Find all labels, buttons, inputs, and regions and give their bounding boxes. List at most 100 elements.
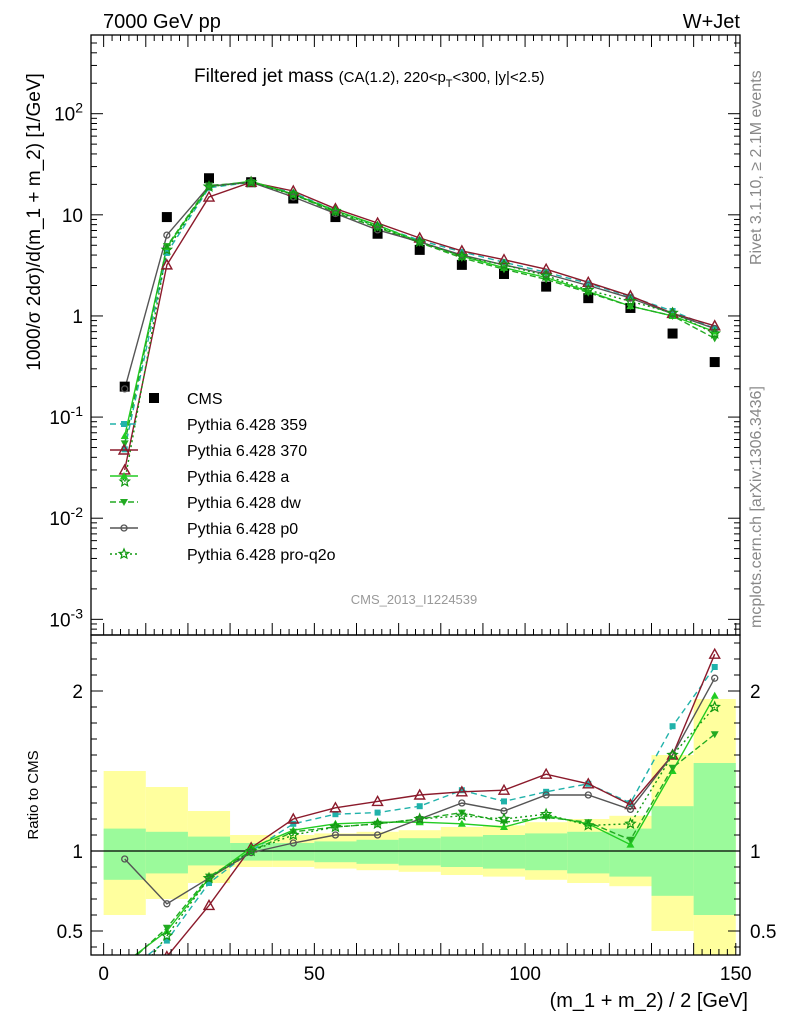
legend-label: CMS <box>187 391 223 408</box>
data-point <box>161 212 172 223</box>
ratio-point <box>373 831 382 839</box>
ratio-point <box>331 831 340 839</box>
y-axis-label: 1000/σ 2dσ)/d(m_1 + m_2) [1/GeV] <box>24 73 45 371</box>
main-series-group <box>118 173 721 487</box>
data-point <box>288 193 299 204</box>
uncertainty-band-inner <box>525 833 568 871</box>
ratio-point <box>501 798 507 805</box>
main-title-text: Filtered jet mass <box>194 66 333 87</box>
ratio-point <box>710 731 719 739</box>
data-point <box>497 258 511 271</box>
ratio-point <box>455 809 469 822</box>
data-point <box>583 293 594 304</box>
x-tick-label: 150 <box>720 964 752 985</box>
ratio-point <box>160 929 174 942</box>
x-tick-label: 50 <box>304 964 325 985</box>
ratio-point <box>289 839 297 847</box>
rivet-label: Rivet 3.1.10, ≥ 2.1M events <box>748 70 765 265</box>
ratio-point <box>202 871 216 884</box>
y-tick-label-base: 10 <box>54 105 75 126</box>
legend-marker <box>149 393 159 403</box>
ratio-point <box>121 963 129 970</box>
data-point <box>708 326 721 339</box>
data-point <box>371 220 384 233</box>
ratio-point <box>290 820 297 827</box>
ratio-tick-label-right: 0.5 <box>750 922 776 943</box>
uncertainty-band-inner <box>693 763 736 915</box>
data-point <box>539 262 553 274</box>
data-point <box>709 357 720 368</box>
ratio-point <box>457 809 466 817</box>
data-point <box>120 431 129 439</box>
ratio-point <box>121 959 129 966</box>
uncertainty-band-inner <box>356 839 399 864</box>
data-point <box>497 253 511 265</box>
series-line <box>124 181 716 482</box>
data-point <box>163 231 171 239</box>
ratio-point <box>539 807 553 820</box>
data-point <box>202 180 216 192</box>
ratio-point <box>666 748 679 761</box>
uncertainty-band-inner <box>440 836 483 867</box>
ratio-point <box>122 970 128 976</box>
ratio-point <box>416 803 423 810</box>
watermark: CMS_2013_I1224539 <box>351 592 478 607</box>
ratio-point <box>669 723 676 730</box>
y-tick-label-exp: -2 <box>71 504 84 520</box>
y-tick-label: 10-1 <box>49 403 83 429</box>
ratio-point <box>711 674 719 682</box>
main-title: Filtered jet mass (CA(1.2), 220<pT<300, … <box>194 66 545 90</box>
main-title-sub: (CA(1.2), 220<p <box>339 69 446 86</box>
y-tick-label: 10 <box>62 206 83 227</box>
y-tick-label-exp: 2 <box>75 100 83 116</box>
y-tick-label-exp: -1 <box>71 403 84 419</box>
ratio-line <box>124 677 716 905</box>
ratio-tick-label: 2 <box>72 682 83 703</box>
ratio-tick-label-right: 1 <box>750 842 761 863</box>
legend-marker <box>121 421 127 427</box>
legend-marker <box>117 443 131 455</box>
data-point <box>543 269 550 276</box>
data-point <box>711 324 719 333</box>
uncertainty-band-inner <box>103 828 146 880</box>
data-point <box>118 475 131 487</box>
data-point <box>499 268 509 279</box>
legend-marker <box>120 472 128 479</box>
legend-marker <box>120 524 128 532</box>
legend-label: Pythia 6.428 359 <box>187 417 307 434</box>
ratio-point <box>455 785 469 797</box>
data-point <box>541 281 552 292</box>
ratio-point <box>582 818 595 831</box>
y-tick-label-base: 10 <box>49 408 70 429</box>
data-point <box>584 281 592 290</box>
uncertainty-band-inner <box>398 838 441 866</box>
ratio-point <box>582 777 595 789</box>
ratio-point <box>626 840 635 848</box>
ratio-point <box>120 982 130 991</box>
ratio-point <box>163 900 171 908</box>
series-line <box>124 181 715 390</box>
ratio-point <box>710 691 719 699</box>
mcplots-label: mcplots.cern.ch [arXiv:1306.3436] <box>748 386 765 628</box>
ratio-point <box>287 828 300 841</box>
data-point <box>202 190 216 202</box>
main-series-layer <box>118 173 721 487</box>
data-point <box>624 289 637 301</box>
ratio-tick-label: 1 <box>72 842 83 863</box>
uncertainty-band-inner <box>314 841 357 863</box>
data-point <box>456 259 467 270</box>
ratio-point <box>244 844 258 857</box>
data-point <box>414 244 425 255</box>
data-point <box>372 228 383 239</box>
ratio-point <box>624 817 637 830</box>
ratio-point <box>289 828 298 836</box>
data-point <box>244 175 258 188</box>
data-point <box>624 294 637 307</box>
main-title-sub-index: T <box>446 78 453 90</box>
x-axis-label: (m_1 + m_2) / 2 [GeV] <box>550 990 748 1012</box>
y-tick-label-base: 10 <box>49 610 70 631</box>
main-frame <box>90 34 741 636</box>
ratio-point <box>626 805 635 814</box>
ratio-point <box>458 799 466 807</box>
